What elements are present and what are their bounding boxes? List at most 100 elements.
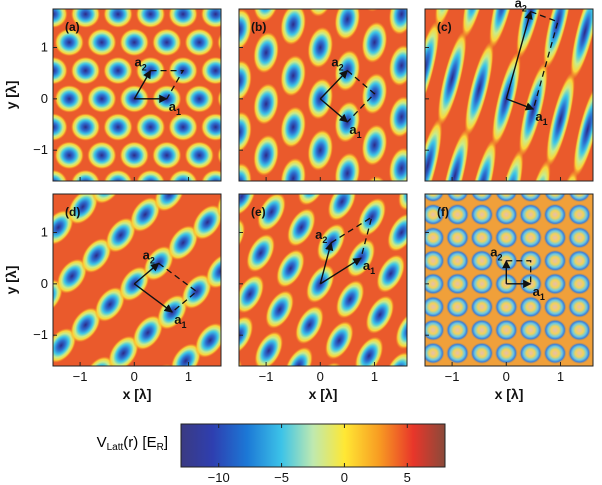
x-tick-label: 0 [503,369,510,384]
potential-well [568,388,591,410]
potential-well [445,226,470,249]
potential-well [567,272,592,295]
y-axis-label: y [λ] [3,266,19,295]
potential-well [409,363,449,411]
potential-well [54,141,84,170]
potential-well [543,295,567,319]
potential-well [440,128,470,181]
potential-well [56,258,88,294]
potential-well [223,0,255,1]
potential-well [425,203,445,226]
potential-well [445,203,470,226]
potential-well [421,388,444,410]
potential-well [545,72,575,167]
potential-well [592,256,593,265]
potential-well [154,194,185,212]
potential-well [192,204,221,240]
potential-well [425,118,443,181]
potential-well [54,28,84,57]
potential-well [132,315,163,351]
potential-well [445,295,470,319]
potential-well [567,226,592,249]
potential-well [239,9,252,51]
potential-well [388,44,407,87]
potential-well [592,348,593,358]
potential-well [361,124,388,166]
vector-a2-arrow [133,69,152,100]
potential-well [375,0,416,9]
potential-well [202,366,245,412]
potential-well [470,318,494,342]
potential-well [470,226,494,249]
colorbar-label: VLatt(r) [ER] [97,434,168,453]
potential-well [567,249,592,272]
potential-well [0,176,42,222]
potential-well [425,20,440,116]
potential-well [592,279,593,289]
potential-well [413,0,445,9]
x-tick-label: 1 [557,369,564,384]
potential-well [398,194,407,211]
potential-well [108,335,139,366]
potential-well [87,28,117,57]
potential-well [135,113,166,141]
potential-well [81,238,112,274]
potential-well [573,82,593,177]
vector-a2-arrow [505,10,533,100]
potential-well [445,249,470,272]
potential-well [239,194,256,216]
potential-well [568,194,591,203]
y-tick-label: −1 [33,142,48,157]
potential-well [461,9,491,39]
potential-well [445,272,470,295]
colorbar-gradient [180,423,446,468]
potential-well [53,9,68,28]
potential-well [425,272,445,295]
potential-well [200,9,221,28]
potential-well [567,342,592,365]
potential-well [6,113,35,141]
potential-well [103,9,133,28]
potential-well [373,388,396,410]
potential-well [253,9,279,22]
potential-well [70,9,101,28]
potential-well [83,356,115,366]
potential-well [518,342,543,365]
panel-tag: (d) [65,205,80,219]
x-tick-label: −1 [445,369,460,384]
y-tick-label: −1 [33,327,48,342]
potential-well [334,152,361,181]
potential-well [494,149,524,181]
potential-well [437,31,467,126]
potential-well [200,56,221,85]
potential-well [168,169,198,181]
potential-well [494,226,518,249]
potential-well [184,84,214,113]
potential-well [446,194,469,203]
potential-well [397,365,420,387]
potential-well [470,249,494,272]
potential-well [103,169,133,181]
potential-well [295,305,324,345]
potential-well [470,203,494,226]
potential-well [518,203,543,226]
potential-well [168,9,198,28]
x-tick-label: 0 [131,369,138,384]
potential-well [592,388,602,410]
potential-well [494,342,518,365]
potential-well [167,225,199,261]
potential-well [543,388,566,410]
potential-well [53,169,68,181]
y-tick-label: 0 [41,276,48,291]
potential-well [254,331,284,366]
potential-well [518,295,543,319]
y-tick-label: 1 [41,225,48,240]
potential-well [169,0,201,6]
panel-tag: (c) [437,20,452,34]
potential-well [388,9,407,35]
vector-a1-arrow [319,257,362,285]
potential-well [0,315,20,361]
potential-well [201,169,221,181]
potential-well [361,21,388,63]
